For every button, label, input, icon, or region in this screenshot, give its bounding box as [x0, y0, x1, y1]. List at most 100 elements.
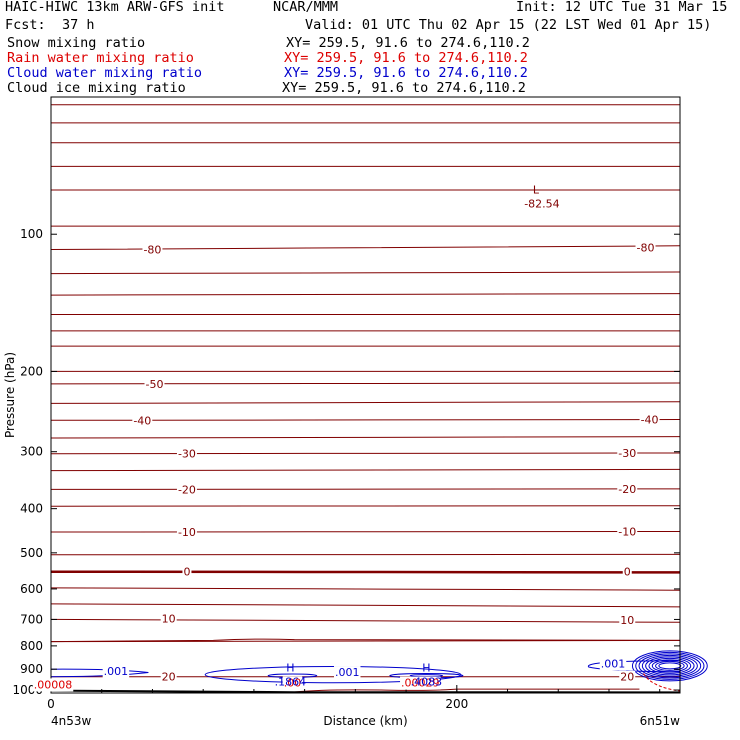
- rain-label-bg: [400, 676, 441, 690]
- cloud-contour-right: [655, 660, 685, 671]
- isotherm-label-bg: [176, 525, 197, 539]
- x-tick-label: 200: [445, 697, 468, 711]
- y-tick-label: 100: [20, 227, 43, 241]
- isotherm-line: [50, 603, 681, 608]
- cloud-label-bg: [102, 664, 130, 678]
- isotherm-label-bg: [160, 670, 177, 684]
- legend-cloudice-xy: XY= 259.5, 91.6 to 274.6,110.2: [282, 80, 526, 96]
- isotherm-line: [50, 382, 681, 385]
- isotherm-label-bg: [617, 482, 638, 496]
- rain-label: .00: [284, 676, 302, 689]
- cloud-label: .001: [601, 658, 626, 671]
- extremum-value: -82.54: [524, 197, 559, 210]
- valid-time: Valid: 01 UTC Thu 02 Apr 15 (22 LST Wed …: [305, 17, 712, 33]
- extremum-value: .4083: [411, 675, 443, 688]
- cloud-contour-right: [638, 653, 702, 679]
- isotherm-label-bg: [176, 483, 197, 497]
- cloud-contour-right: [631, 650, 708, 682]
- isotherm-label: -40: [641, 414, 659, 427]
- isotherm-line: [50, 505, 681, 507]
- y-axis-title: Pressure (hPa): [3, 352, 17, 438]
- cloud-contour-right: [645, 656, 695, 676]
- rain-label-bg: [282, 676, 303, 690]
- y-tick-label: 700: [20, 612, 43, 626]
- isotherm-label: 0: [624, 566, 631, 579]
- cloud-contour-right: [658, 662, 682, 670]
- temperature-contours: [50, 104, 681, 693]
- isotherm-label: 20: [620, 671, 634, 684]
- forecast-label: Fcst:: [5, 17, 46, 33]
- terrain-line: [50, 689, 681, 694]
- legend-rain-xy: XY= 259.5, 91.6 to 274.6,110.2: [284, 50, 528, 66]
- legend-snow-name: Snow mixing ratio: [7, 35, 146, 51]
- y-tick-label: 300: [20, 445, 43, 459]
- x-tick-label: 0: [47, 697, 55, 711]
- isotherm-line: [50, 618, 681, 623]
- cloud-label: .001: [335, 666, 360, 679]
- isotherm-label-bg: [142, 243, 163, 257]
- isotherm-label: 20: [162, 671, 176, 684]
- terrain-surface: [50, 689, 681, 694]
- isotherm-label: -10: [178, 526, 196, 539]
- legend-cloudice-name: Cloud ice mixing ratio: [7, 80, 186, 96]
- isotherm-label: -20: [618, 483, 636, 496]
- isotherm-label-bg: [619, 614, 636, 628]
- isotherm-line: [50, 531, 681, 533]
- isotherm-label-bg: [132, 414, 153, 428]
- cloud-label-bg: [333, 666, 361, 680]
- extremum-marker: H: [422, 661, 430, 674]
- y-tick-label: 400: [20, 502, 43, 516]
- isotherm-label: -20: [178, 483, 196, 496]
- isotherm-label-bg: [639, 413, 660, 427]
- isotherm-label-bg: [635, 241, 656, 255]
- isotherm-label: -50: [145, 378, 163, 391]
- isotherm-line: [50, 452, 681, 455]
- rain-label: .00029: [401, 677, 440, 690]
- isotherm-line: [50, 245, 681, 250]
- left-endpoint-label: 4n53w: [51, 714, 92, 728]
- init-time: Init: 12 UTC Tue 31 Mar 15: [516, 0, 728, 15]
- x-axis-title: Distance (km): [323, 714, 407, 728]
- extremum-value: .1864: [275, 675, 307, 688]
- isotherm-label-bg: [182, 565, 192, 579]
- isotherm-line: [50, 488, 681, 490]
- legend-snow-xy: XY= 259.5, 91.6 to 274.6,110.2: [286, 35, 530, 51]
- isotherm-label-bg: [617, 447, 638, 461]
- isotherm-line: [50, 570, 681, 574]
- isotherm-label-bg: [176, 447, 197, 461]
- isotherm-label: 10: [162, 613, 176, 626]
- isotherm-label: 0: [183, 566, 190, 579]
- rain-label-bg: [32, 678, 74, 692]
- isotherm-label-bg: [160, 612, 177, 626]
- isotherm-label-bg: [144, 377, 165, 391]
- isotherm-label: -80: [637, 242, 655, 255]
- extremum-marker: H: [286, 661, 294, 674]
- cloud-contour-left: [50, 668, 149, 678]
- isotherm-label: -80: [143, 243, 161, 256]
- plot-frame: [50, 96, 681, 694]
- cloud-contour-right: [635, 651, 705, 680]
- model-title: HAIC-HIWC 13km ARW-GFS init: [5, 0, 225, 15]
- y-tick-label: 200: [20, 364, 43, 378]
- isotherm-line: [50, 468, 681, 472]
- legend-cloudwater-xy: XY= 259.5, 91.6 to 274.6,110.2: [284, 65, 528, 81]
- rain-label: .00008: [34, 678, 73, 691]
- isotherm-label-bg: [617, 525, 638, 539]
- isotherm-line: [50, 293, 681, 296]
- y-tick-label: 900: [20, 662, 43, 676]
- cloud-contour-right: [648, 657, 692, 674]
- forecast-hours: 37 h: [62, 17, 95, 33]
- cloud-water-contours: [50, 650, 708, 684]
- y-tick-label: 600: [20, 582, 43, 596]
- cloud-label-bg: [599, 657, 627, 671]
- y-tick-label: 800: [20, 639, 43, 653]
- cloud-label: .001: [104, 665, 129, 678]
- cloud-contour-right: [641, 654, 698, 677]
- right-endpoint-label: 6n51w: [640, 714, 681, 728]
- isotherm-label-bg: [622, 565, 632, 579]
- isotherm-line: [50, 401, 681, 404]
- isotherm-line-wavy: [50, 638, 681, 643]
- org-label: NCAR/MMM: [273, 0, 339, 15]
